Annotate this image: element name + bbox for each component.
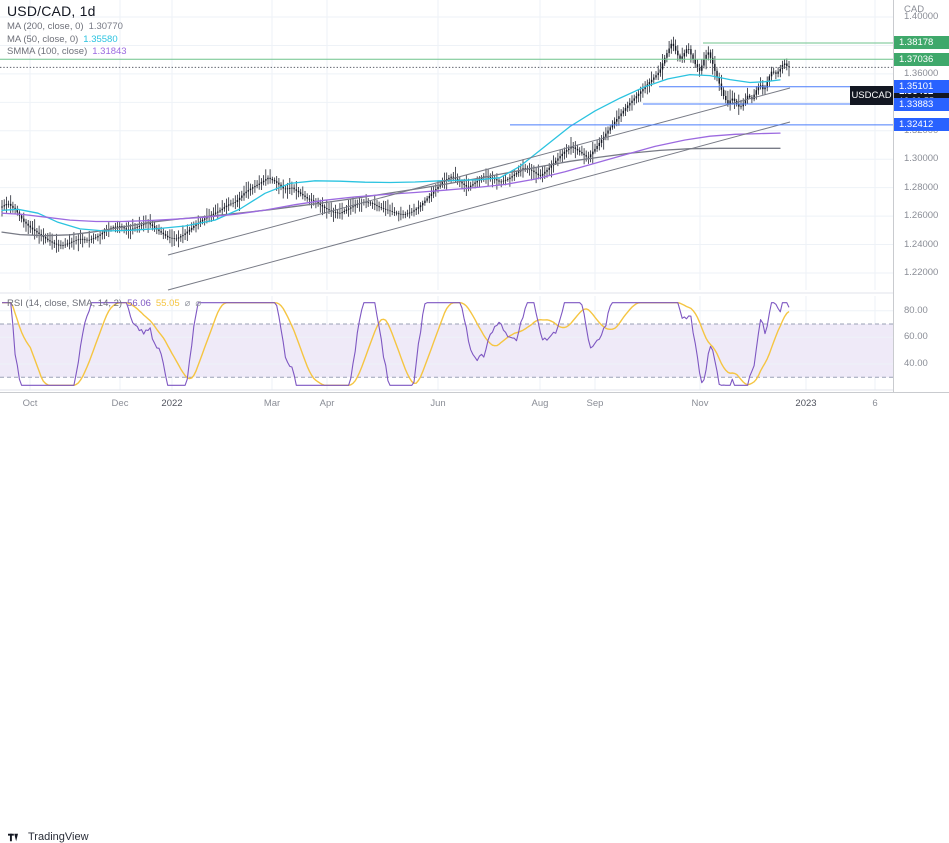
price-axis-currency: CAD [904, 4, 925, 15]
time-tick-Mar: Mar [263, 398, 281, 409]
time-tick-Dec: Dec [111, 398, 129, 409]
time-tick-Aug: Aug [531, 398, 549, 409]
time-tick-Oct: Oct [22, 398, 38, 409]
rsi-tick-60: 60.00 [904, 331, 928, 343]
price-level-badge-1.32412[interactable]: 1.32412 [894, 118, 949, 132]
time-tick-Jun: Jun [430, 398, 446, 409]
rsi-tick-40: 40.00 [904, 358, 928, 369]
current-symbol-tag: USDCAD [850, 86, 893, 105]
price-tick-1.22000: 1.22000 [904, 266, 939, 278]
time-tick-2022: 2022 [161, 398, 183, 409]
price-tick-1.28000: 1.28000 [904, 181, 939, 193]
price-tick-1.24000: 1.24000 [904, 238, 939, 250]
tradingview-mark-icon [8, 833, 18, 841]
price-chart-canvas [0, 0, 893, 391]
price-tick-1.36000: 1.36000 [904, 67, 939, 79]
time-tick-Apr: Apr [319, 398, 335, 409]
time-tick-6: 6 [872, 398, 878, 409]
price-chart-panel[interactable] [0, 0, 893, 392]
tradingview-logo: TradingView [8, 831, 89, 843]
time-tick-Nov: Nov [691, 398, 709, 409]
footer: TradingView [0, 414, 949, 843]
price-tick-1.26000: 1.26000 [904, 210, 939, 222]
price-level-badge-1.33883[interactable]: 1.33883 [894, 97, 949, 111]
price-level-badge-1.38178[interactable]: 1.38178 [894, 36, 949, 50]
time-axis[interactable]: Oct Dec 2022 Mar Apr Jun Aug Sep Nov 2023 6 [0, 392, 949, 414]
price-level-badge-1.37036[interactable]: 1.37036 [894, 52, 949, 66]
tradingview-wordmark: TradingView [28, 831, 89, 843]
rsi-tick-80: 80.00 [904, 304, 928, 316]
price-tick-1.40000: 1.40000 [904, 11, 939, 23]
price-level-badge-1.35101[interactable]: 1.35101 [894, 80, 949, 94]
time-tick-2023: 2023 [795, 398, 817, 409]
price-tick-1.30000: 1.30000 [904, 153, 939, 165]
time-tick-Sep: Sep [586, 398, 604, 409]
